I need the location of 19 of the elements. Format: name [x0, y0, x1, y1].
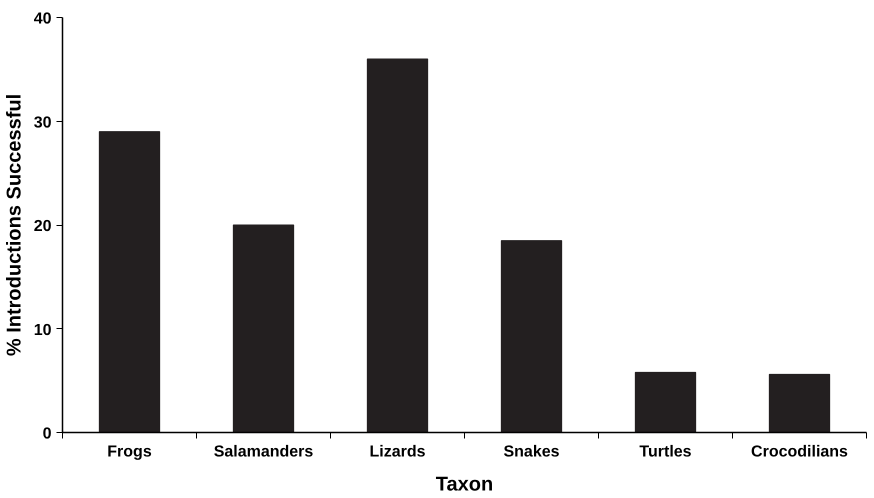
y-tick-label: 40 — [34, 10, 52, 28]
y-tick-label: 10 — [34, 322, 52, 339]
x-tick-label: Salamanders — [214, 444, 314, 460]
y-tick-label: 0 — [42, 426, 52, 442]
bar — [232, 224, 294, 432]
x-tick-label: Frogs — [107, 444, 152, 460]
bar — [366, 58, 428, 432]
x-tick-label: Snakes — [503, 444, 560, 460]
bar — [768, 374, 830, 432]
x-tick-label: Crocodilians — [751, 444, 848, 460]
bar — [500, 240, 562, 432]
y-axis-title: % Introductions Successful — [4, 94, 26, 356]
bar — [634, 372, 696, 432]
x-tick-label: Turtles — [639, 444, 692, 460]
y-tick-label: 30 — [34, 114, 52, 132]
y-tick-label: 20 — [34, 218, 52, 235]
bar — [98, 131, 160, 432]
x-axis-title: Taxon — [436, 474, 494, 496]
x-tick-label: Lizards — [369, 444, 426, 460]
